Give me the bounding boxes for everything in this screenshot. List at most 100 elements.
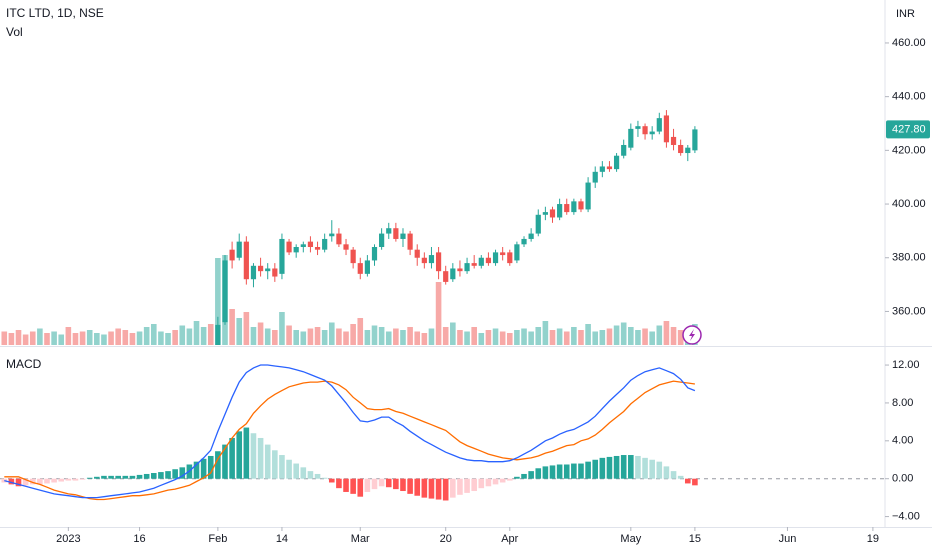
volume-bar xyxy=(343,331,349,345)
histogram-bar xyxy=(272,450,278,479)
candle-body xyxy=(649,131,655,135)
candle-body xyxy=(343,244,349,250)
histogram-bar xyxy=(222,444,228,479)
macd-line xyxy=(4,364,696,499)
candle-body xyxy=(272,268,278,277)
histogram-bar xyxy=(250,433,257,479)
volume-bar xyxy=(400,330,406,345)
histogram-bar xyxy=(328,478,335,483)
candle-body xyxy=(571,201,577,213)
volume-bar xyxy=(677,330,684,345)
volume-bar xyxy=(578,330,584,345)
y-tick-label: 8.00 xyxy=(892,397,913,409)
last-price-tag xyxy=(886,120,930,139)
histogram-bar xyxy=(542,466,549,479)
histogram-bar xyxy=(321,477,328,479)
x-tick-label: Apr xyxy=(501,533,518,545)
histogram-bar xyxy=(286,459,292,479)
histogram-bar xyxy=(300,467,307,479)
histogram-bar xyxy=(143,473,150,479)
volume-bar xyxy=(115,328,121,345)
volume-bar xyxy=(642,328,648,345)
volume-bar xyxy=(328,322,335,345)
volume-bar xyxy=(314,327,321,345)
macd-pane xyxy=(0,364,885,501)
histogram-bar xyxy=(592,459,599,479)
candle-body xyxy=(428,255,435,264)
x-tick-label: 2023 xyxy=(56,533,80,545)
candle-body xyxy=(386,228,392,234)
histogram-bar xyxy=(236,431,243,479)
volume-bar xyxy=(428,328,435,345)
candle-body xyxy=(670,136,677,145)
axes: 360.00 380.00 400.00 420.00 440.00 460.00 427.… xyxy=(56,37,930,545)
x-tick-label: 19 xyxy=(867,533,879,545)
candle-body xyxy=(243,241,249,280)
candle-body xyxy=(364,260,370,274)
histogram-bar xyxy=(599,457,606,479)
histogram-bar xyxy=(613,455,620,479)
candle-body xyxy=(286,241,292,253)
candle-body xyxy=(507,252,513,264)
histogram-bar xyxy=(129,475,136,479)
alert-icon[interactable] xyxy=(682,325,702,345)
candle-body xyxy=(250,265,257,280)
candle-body xyxy=(656,118,662,132)
volume-bar xyxy=(179,325,186,345)
volume-bar xyxy=(279,312,285,345)
x-tick-label: 14 xyxy=(276,533,288,545)
volume-bar xyxy=(165,333,171,345)
volume-label: Vol xyxy=(6,25,23,39)
y-tick-label: 400.00 xyxy=(892,198,926,210)
histogram-bar xyxy=(649,459,655,479)
histogram-bar xyxy=(179,467,186,479)
volume-bar xyxy=(670,327,677,345)
volume-bar xyxy=(300,331,307,345)
candle-body xyxy=(678,144,684,154)
volume-bar xyxy=(215,258,221,345)
volume-bar xyxy=(656,325,663,345)
histogram-bar xyxy=(684,478,691,484)
macd-label: MACD xyxy=(6,357,42,371)
y-tick-label: 440.00 xyxy=(892,91,926,103)
volume-bar xyxy=(257,322,264,345)
candle-body xyxy=(528,233,534,239)
volume-bar xyxy=(464,331,470,345)
candle-body xyxy=(500,252,506,256)
histogram-bar xyxy=(563,464,570,479)
histogram-bar xyxy=(535,468,542,479)
candle-body xyxy=(371,247,378,261)
candle-body xyxy=(215,324,221,345)
volume-bar xyxy=(421,333,428,345)
volume-bar xyxy=(236,318,243,345)
histogram-bar xyxy=(606,456,613,479)
histogram-bar xyxy=(243,427,250,479)
volume-bar xyxy=(129,333,136,345)
volume-bar xyxy=(628,327,634,345)
y-tick-label: 4.00 xyxy=(892,435,913,447)
candle-body xyxy=(307,241,314,248)
histogram-bar xyxy=(343,478,349,492)
candle-body xyxy=(350,249,356,264)
volume-bar xyxy=(563,331,570,345)
histogram-bar xyxy=(442,478,449,501)
candle-body xyxy=(329,233,335,237)
volume-bar xyxy=(321,330,328,345)
volume-bar xyxy=(101,334,107,345)
volume-bar xyxy=(29,331,36,345)
histogram-bar xyxy=(136,474,143,479)
histogram-bar xyxy=(29,478,36,485)
volume-bar xyxy=(72,333,79,345)
price-pane xyxy=(1,110,698,345)
histogram-bar xyxy=(628,455,634,479)
histogram-bar xyxy=(122,475,129,479)
histogram-bar xyxy=(371,478,378,490)
last-price-label: 427.80 xyxy=(892,123,926,135)
histogram-bar xyxy=(207,455,214,479)
volume-bar xyxy=(136,331,143,345)
histogram-bar xyxy=(79,478,86,480)
histogram-bar xyxy=(165,471,171,479)
histogram-bar xyxy=(585,461,591,479)
volume-bar xyxy=(635,330,641,345)
